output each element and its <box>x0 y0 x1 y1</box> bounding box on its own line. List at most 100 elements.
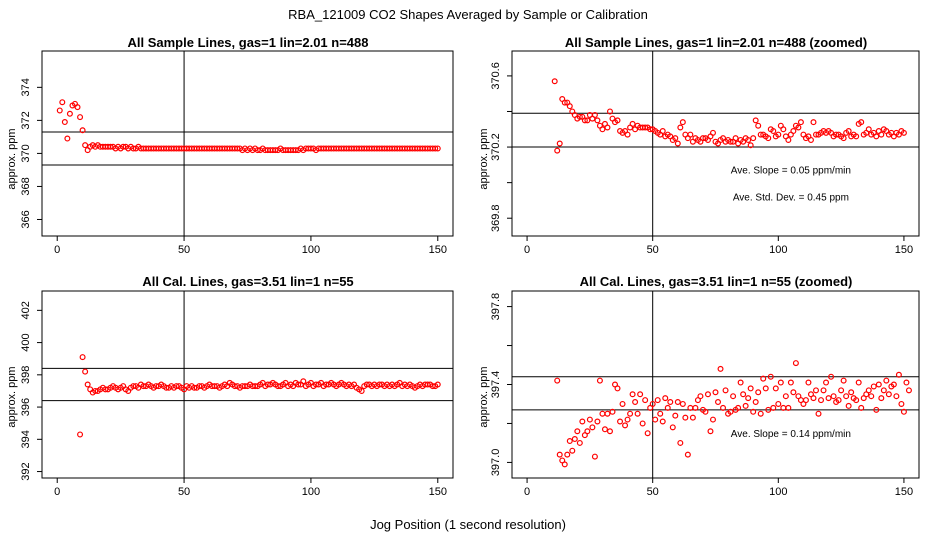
data-point <box>689 414 696 421</box>
data-point <box>795 124 802 131</box>
data-point <box>825 395 832 402</box>
data-point <box>790 128 797 135</box>
data-point <box>775 131 782 138</box>
data-point <box>730 393 737 400</box>
data-point <box>900 408 907 415</box>
data-point <box>815 410 822 417</box>
data-point <box>74 104 81 111</box>
data-point <box>629 391 636 398</box>
y-tick-label: 396 <box>20 398 32 416</box>
data-point <box>785 136 792 143</box>
data-point <box>606 428 613 435</box>
data-point <box>632 399 639 406</box>
data-point <box>624 416 631 423</box>
data-point <box>750 135 757 142</box>
y-tick-label: 394 <box>20 430 32 448</box>
data-point <box>858 404 865 411</box>
panel-title: All Cal. Lines, gas=3.51 lin=1 n=55 (zoo… <box>580 274 853 289</box>
data-point <box>591 453 598 460</box>
y-tick-label: 402 <box>20 301 32 319</box>
data-point <box>820 387 827 394</box>
x-tick-label: 100 <box>769 244 787 256</box>
data-point <box>642 124 649 131</box>
data-point <box>264 381 271 388</box>
data-point <box>92 387 99 394</box>
data-point <box>747 142 754 149</box>
data-point <box>434 145 441 152</box>
data-point <box>684 451 691 458</box>
data-point <box>780 126 787 133</box>
data-point <box>770 404 777 411</box>
data-point <box>709 129 716 136</box>
data-point <box>770 128 777 135</box>
y-tick-label: 370.2 <box>490 133 502 161</box>
y-tick-label: 366 <box>20 210 32 228</box>
data-point <box>569 447 576 454</box>
data-point <box>191 384 198 391</box>
data-point <box>196 383 203 390</box>
data-point <box>231 383 238 390</box>
data-point <box>875 381 882 388</box>
plot-frame <box>511 50 920 237</box>
data-point <box>745 136 752 143</box>
data-point <box>654 397 661 404</box>
y-tick-label: 400 <box>20 333 32 351</box>
figure-title: RBA_121009 CO2 Shapes Averaged by Sample… <box>288 7 648 22</box>
data-point <box>644 430 651 437</box>
plot-frame <box>41 290 454 479</box>
data-point <box>153 383 160 390</box>
data-point <box>720 404 727 411</box>
data-point <box>591 112 598 119</box>
data-point <box>812 387 819 394</box>
data-point <box>833 131 840 138</box>
data-point <box>77 114 84 121</box>
data-point <box>584 428 591 435</box>
data-point <box>556 451 563 458</box>
data-point <box>102 386 109 393</box>
data-point <box>667 399 674 406</box>
data-point <box>745 395 752 402</box>
y-tick-label: 374 <box>20 78 32 96</box>
data-point <box>772 385 779 392</box>
data-point <box>752 117 759 124</box>
annotation: Ave. Std. Dev. = 0.45 ppm <box>733 192 849 203</box>
data-point <box>586 416 593 423</box>
data-point <box>853 397 860 404</box>
data-point <box>677 124 684 131</box>
data-point <box>561 461 568 468</box>
data-point <box>571 436 578 443</box>
data-point <box>853 133 860 140</box>
data-point <box>702 408 709 415</box>
data-point <box>687 131 694 138</box>
data-point <box>376 381 383 388</box>
data-point <box>211 383 218 390</box>
data-point <box>241 383 248 390</box>
data-point <box>873 406 880 413</box>
data-point <box>300 378 307 385</box>
data-point <box>601 426 608 433</box>
data-point <box>767 373 774 380</box>
data-point <box>604 124 611 131</box>
data-point <box>624 131 631 138</box>
data-point <box>163 384 170 391</box>
y-tick-label: 372 <box>20 111 32 129</box>
data-point <box>755 122 762 129</box>
data-point <box>870 383 877 390</box>
x-tick-label: 0 <box>524 244 530 256</box>
data-point <box>903 379 910 386</box>
data-point <box>787 379 794 386</box>
x-tick-label: 150 <box>429 244 447 256</box>
data-point <box>564 451 571 458</box>
data-point <box>637 391 644 398</box>
annotation: Ave. Slope = 0.05 ppm/min <box>731 166 851 177</box>
data-point <box>554 147 561 154</box>
data-point <box>890 381 897 388</box>
x-tick-label: 0 <box>54 244 60 256</box>
data-point <box>895 371 902 378</box>
data-point <box>712 389 719 396</box>
data-point <box>677 439 684 446</box>
data-point <box>82 142 89 149</box>
data-point <box>634 410 641 417</box>
data-point <box>717 365 724 372</box>
